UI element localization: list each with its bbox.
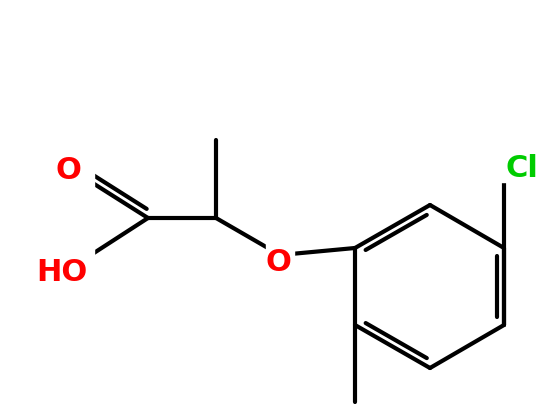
Bar	[490, 154, 518, 182]
Text: HO: HO	[36, 258, 88, 286]
Text: Cl: Cl	[506, 153, 539, 182]
Text: O: O	[55, 155, 81, 185]
Bar	[66, 248, 94, 276]
Bar	[266, 241, 294, 269]
Text: O: O	[265, 247, 291, 277]
Bar	[66, 161, 94, 189]
